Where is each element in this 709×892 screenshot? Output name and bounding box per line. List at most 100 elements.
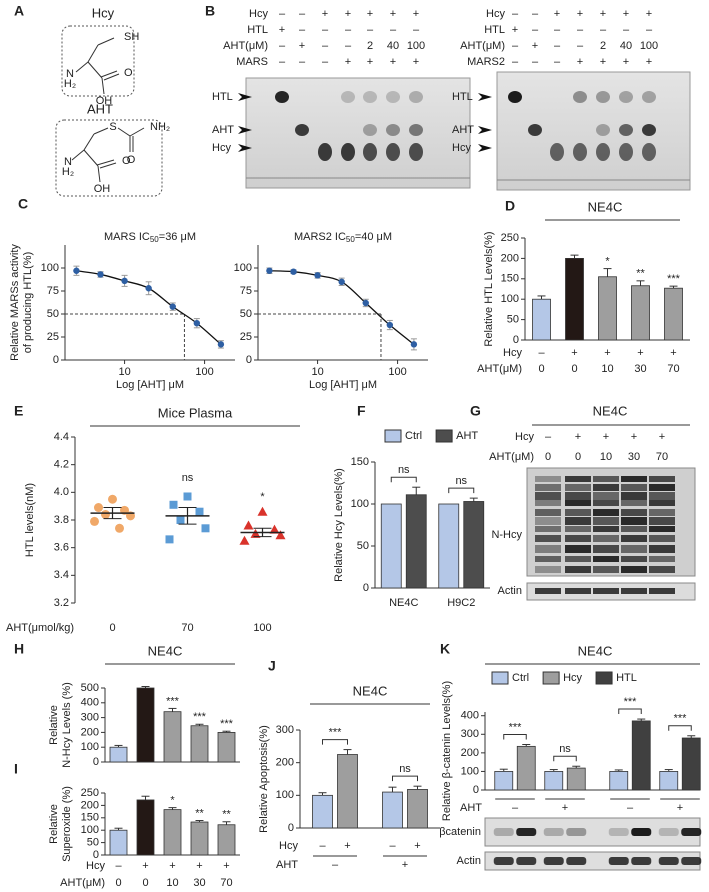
y-tick-label: 0 xyxy=(246,354,252,366)
row-value: + xyxy=(604,347,610,359)
y-tick-label: 50 xyxy=(87,837,99,849)
tlc-row-value: – xyxy=(299,8,306,20)
x-tick-label: 10 xyxy=(311,366,323,378)
tlc-spot xyxy=(573,143,587,161)
blot-band xyxy=(621,476,647,482)
panel-label: I xyxy=(14,761,18,777)
annotation: ** xyxy=(195,807,204,819)
bar xyxy=(516,745,536,791)
blot-band xyxy=(565,476,591,482)
blot-band xyxy=(621,500,647,506)
blot-band xyxy=(535,517,561,525)
bar xyxy=(190,725,209,763)
tlc-row-value: – xyxy=(390,24,397,36)
tlc-row-label: MARS2 xyxy=(467,56,505,68)
annotation: ** xyxy=(636,268,645,280)
y-tick-label: 300 xyxy=(276,724,294,736)
tlc-row-label: AHT(μM) xyxy=(223,40,268,52)
blot-band xyxy=(565,509,591,516)
point xyxy=(97,271,104,278)
y-tick-label: 200 xyxy=(276,757,294,769)
y-tick-label: 75 xyxy=(240,285,252,297)
tlc-row-value: + xyxy=(577,56,583,68)
x-tick-label: H9C2 xyxy=(447,597,475,609)
point xyxy=(101,509,110,519)
legend-swatch xyxy=(595,671,613,685)
row-value: + xyxy=(637,347,643,359)
y-axis-label: Relative MARSs activity xyxy=(9,244,21,361)
row-value: 0 xyxy=(538,363,544,375)
blot-band xyxy=(535,545,561,553)
row-label: AHT xyxy=(276,859,298,871)
row-value: 70 xyxy=(667,363,679,375)
row-value: 30 xyxy=(634,363,646,375)
blot-band xyxy=(543,828,564,836)
row-value: 30 xyxy=(628,451,640,463)
blot-band xyxy=(649,588,675,594)
blot-band xyxy=(658,828,679,836)
blot-band xyxy=(631,857,652,865)
blot-band xyxy=(621,556,647,562)
blot-band xyxy=(621,545,647,553)
tlc-spot xyxy=(386,124,400,136)
tlc-row-value: + xyxy=(600,56,606,68)
row-value: + xyxy=(223,860,229,872)
point xyxy=(165,535,174,544)
tlc-row-value: 100 xyxy=(640,40,658,52)
annotation: ns xyxy=(399,763,411,775)
bar xyxy=(136,687,155,763)
tlc-row-value: 2 xyxy=(367,40,373,52)
tlc-row-value: + xyxy=(646,56,652,68)
annotation: *** xyxy=(509,721,523,733)
bracket xyxy=(390,476,417,483)
tlc-row-value: + xyxy=(367,8,373,20)
atom-label: NH₂ xyxy=(150,121,170,133)
bar xyxy=(217,824,236,856)
x-tick-label: 100 xyxy=(253,622,271,634)
y-tick-label: 4.0 xyxy=(54,486,69,498)
tlc-spot-label: Hcy xyxy=(452,142,471,154)
tlc-spot xyxy=(596,124,610,136)
legend-label: Ctrl xyxy=(512,672,529,684)
y-tick-label: 150 xyxy=(351,456,369,468)
bar xyxy=(566,767,586,791)
legend-label: Hcy xyxy=(563,672,582,684)
bar xyxy=(631,285,650,341)
tlc-spot-label: AHT xyxy=(212,124,234,136)
chart-title: NE4C xyxy=(148,643,183,658)
tlc-row-value: + xyxy=(600,8,606,20)
tlc-row-value: 2 xyxy=(600,40,606,52)
blot-band xyxy=(565,566,591,573)
y-tick-label: 0 xyxy=(473,784,479,796)
structure-box xyxy=(55,119,163,197)
blot-band xyxy=(649,517,675,525)
blot-label: Actin xyxy=(498,585,522,597)
y-tick-label: 100 xyxy=(461,765,479,777)
chart-title: NE4C xyxy=(353,683,388,698)
blot-band xyxy=(593,492,619,500)
bar xyxy=(407,789,428,829)
chart-title: MARS IC50=36 μM xyxy=(104,231,196,244)
title-part: 50 xyxy=(346,235,355,244)
blot-band xyxy=(516,828,537,836)
tlc-spot xyxy=(550,143,564,161)
tlc-spot xyxy=(596,143,610,161)
bar xyxy=(681,737,701,791)
tlc-spot-label: Hcy xyxy=(212,142,231,154)
row-value: + xyxy=(196,860,202,872)
row-value: – xyxy=(319,840,326,852)
tlc-row-label: Hcy xyxy=(249,8,268,20)
annotation: * xyxy=(260,491,265,503)
y-tick-label: 0 xyxy=(93,849,99,861)
bar xyxy=(664,287,683,341)
row-value: + xyxy=(571,347,577,359)
row-value: – xyxy=(512,802,519,814)
bond xyxy=(97,165,101,183)
tlc-spot xyxy=(386,91,400,103)
y-tick-label: 200 xyxy=(81,726,99,738)
tlc-spot xyxy=(642,143,656,161)
blot-band xyxy=(621,588,647,594)
panel-label: C xyxy=(18,196,28,212)
bond xyxy=(99,162,117,169)
point xyxy=(269,524,280,534)
